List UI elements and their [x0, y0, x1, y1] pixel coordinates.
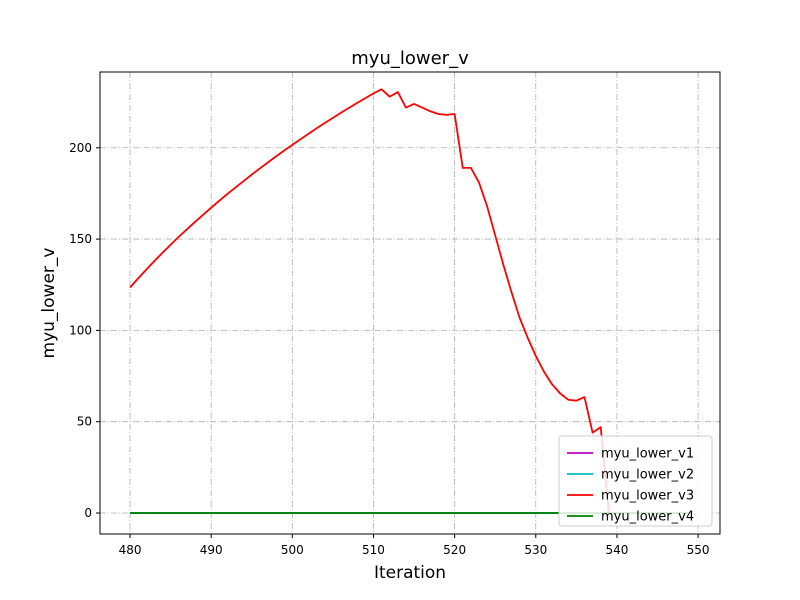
- y-tick-label: 50: [77, 415, 92, 429]
- legend-label: myu_lower_v4: [601, 510, 694, 525]
- legend-label: myu_lower_v2: [601, 468, 694, 483]
- x-tick-label: 510: [362, 543, 385, 557]
- y-tick-label: 100: [69, 323, 92, 337]
- chart-title: myu_lower_v: [351, 48, 469, 69]
- y-axis-label: myu_lower_v: [39, 248, 59, 359]
- y-tick-label: 150: [69, 232, 92, 246]
- x-tick-label: 490: [200, 543, 223, 557]
- x-tick-label: 550: [687, 543, 710, 557]
- x-tick-label: 540: [605, 543, 628, 557]
- x-axis-label: Iteration: [374, 563, 446, 583]
- x-tick-label: 480: [119, 543, 142, 557]
- axis-ticks: 480 490 500 510 520 530 540 550 0 50 100 150 200: [69, 141, 709, 557]
- y-tick-label: 200: [69, 141, 92, 155]
- legend-box: [558, 435, 713, 527]
- plot-frame: [99, 71, 721, 535]
- legend-label: myu_lower_v1: [601, 447, 694, 462]
- legend: myu_lower_v1 myu_lower_v2 myu_lower_v3 myu_…: [558, 435, 713, 527]
- x-tick-label: 500: [281, 543, 304, 557]
- x-tick-label: 520: [443, 543, 466, 557]
- y-tick-label: 0: [84, 506, 92, 520]
- legend-label: myu_lower_v3: [601, 489, 694, 504]
- x-tick-label: 530: [524, 543, 547, 557]
- series-line-myu-lower-v3: [129, 88, 690, 514]
